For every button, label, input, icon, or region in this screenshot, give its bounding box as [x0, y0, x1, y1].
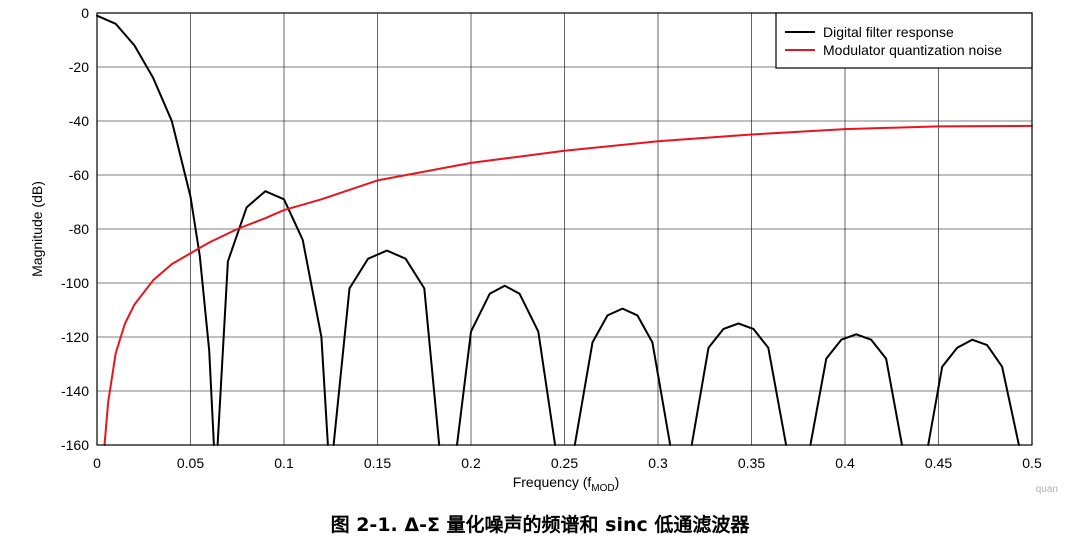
legend: Digital filter response Modulator quanti…	[775, 12, 1033, 69]
x-tick-label: 0.15	[364, 455, 391, 471]
y-tick-label: -20	[69, 59, 89, 75]
y-tick-label: -100	[61, 275, 89, 291]
y-tick-label: -80	[69, 221, 89, 237]
y-tick-label: -140	[61, 383, 89, 399]
plot-frame	[96, 12, 1033, 446]
x-tick-label: 0.1	[274, 455, 294, 471]
series-line-digital-filter	[96, 14, 1020, 446]
x-axis-label: Frequency (fMOD)	[513, 474, 620, 494]
y-tick-label: -160	[61, 437, 89, 453]
x-tick-label: 0.25	[551, 455, 578, 471]
y-tick-label: -40	[69, 113, 89, 129]
x-tick-label: 0.5	[1022, 455, 1042, 471]
x-tick-label: 0.35	[738, 455, 765, 471]
y-axis-label: Magnitude (dB)	[29, 181, 45, 277]
y-tick-label: -120	[61, 329, 89, 345]
figure-caption: 图 2-1. Δ-Σ 量化噪声的频谱和 sinc 低通滤波器	[330, 514, 750, 536]
x-tick-label: 0.05	[177, 455, 204, 471]
x-tick-label: 0.4	[835, 455, 855, 471]
legend-box	[775, 12, 1033, 69]
y-tick-label: -60	[69, 167, 89, 183]
x-axis-label-subscript: MOD	[591, 483, 614, 494]
x-tick-labels: 0 0.05 0.1 0.15 0.2 0.25 0.3 0.35 0.4 0.45 0.5	[93, 455, 1042, 471]
series-line-quantization-noise	[103, 124, 1033, 446]
y-tick-labels: 0 -20 -40 -60 -80 -100 -120 -140 -160	[61, 5, 89, 453]
x-tick-label: 0.2	[461, 455, 481, 471]
series-lines	[96, 14, 1033, 446]
legend-label-quantization-noise: Modulator quantization noise	[823, 42, 1002, 58]
x-tick-label: 0	[93, 455, 101, 471]
x-tick-label: 0.3	[648, 455, 668, 471]
y-tick-label: 0	[81, 5, 89, 21]
legend-label-digital-filter: Digital filter response	[823, 24, 954, 40]
watermark: quan	[1035, 484, 1058, 495]
chart: 0 0.05 0.1 0.15 0.2 0.25 0.3 0.35 0.4 0.45 0.5 0 -2…	[29, 5, 1042, 494]
x-tick-label: 0.45	[925, 455, 952, 471]
